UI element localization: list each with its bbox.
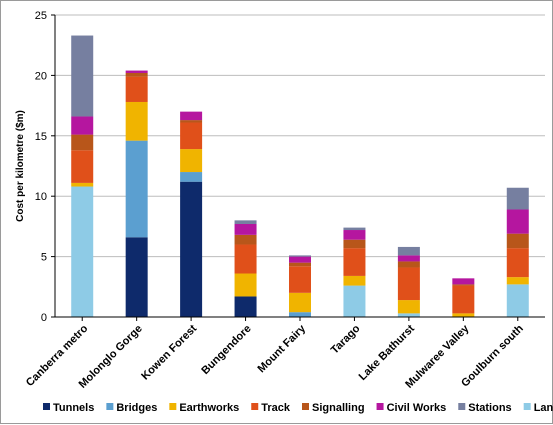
bar-segment bbox=[125, 140, 148, 238]
bar-segment bbox=[125, 70, 148, 73]
bar-segment bbox=[180, 122, 203, 150]
bar-segment bbox=[289, 262, 311, 267]
bar-segment bbox=[343, 230, 366, 240]
category-label: Mount Fairy bbox=[256, 322, 309, 375]
legend-swatch bbox=[523, 403, 531, 410]
legend-swatch bbox=[43, 403, 50, 410]
bar-segment bbox=[71, 134, 94, 151]
bar-segment bbox=[452, 284, 475, 286]
bar-segment bbox=[397, 313, 420, 317]
y-tick-label: 25 bbox=[35, 10, 47, 22]
bar-segment bbox=[452, 313, 475, 317]
legend-swatch bbox=[376, 403, 384, 410]
category-label: Lake Bathurst bbox=[357, 322, 418, 383]
legend: Tunnels Bridges Earthworks Track Signalling C… bbox=[43, 402, 553, 414]
bar-segment bbox=[180, 149, 203, 173]
y-axis-title: Cost per kilometre ($m) bbox=[15, 110, 26, 222]
y-tick-label: 0 bbox=[41, 312, 47, 324]
y-tick-label: 20 bbox=[35, 70, 47, 82]
bar-segment bbox=[343, 239, 366, 249]
bar-segment bbox=[71, 116, 94, 135]
bar-segment bbox=[506, 248, 529, 278]
bar-segment bbox=[234, 296, 257, 317]
bar-segment bbox=[289, 256, 311, 263]
bar-segment bbox=[71, 150, 94, 183]
y-tick-label: 5 bbox=[41, 252, 47, 264]
bar-segment bbox=[289, 255, 311, 257]
legend-label: Signalling bbox=[312, 402, 365, 414]
bar-segment bbox=[343, 275, 366, 286]
legend-label: Bridges bbox=[116, 402, 157, 414]
legend-label: Earthworks bbox=[179, 402, 239, 414]
bar-segment bbox=[71, 182, 94, 187]
bar-segment bbox=[234, 223, 257, 235]
bar-segment bbox=[289, 292, 311, 313]
bar-segment bbox=[506, 233, 529, 249]
bar-segment bbox=[125, 101, 148, 141]
bar-segment bbox=[71, 35, 94, 117]
legend-label: Stations bbox=[468, 402, 511, 414]
bar-segment bbox=[343, 248, 366, 276]
bar-segment bbox=[234, 273, 257, 297]
bar-segment bbox=[234, 244, 257, 274]
bar-segment bbox=[506, 284, 529, 317]
bar-segment bbox=[180, 111, 203, 121]
bar-segment bbox=[234, 220, 257, 224]
bar-segment bbox=[180, 181, 203, 317]
bar-segment bbox=[397, 246, 420, 256]
legend-label: Land bbox=[534, 402, 553, 414]
bar-segment bbox=[397, 261, 420, 268]
legend-label: Civil Works bbox=[387, 402, 447, 414]
legend-swatch bbox=[251, 403, 259, 410]
category-label: Kowen Forest bbox=[139, 322, 199, 382]
bar-segment bbox=[180, 172, 203, 182]
legend-swatch bbox=[106, 403, 114, 410]
category-label: Bungendore bbox=[199, 323, 253, 377]
y-tick-label: 15 bbox=[35, 131, 47, 143]
legend-swatch bbox=[302, 403, 309, 410]
bar-segment bbox=[180, 120, 203, 123]
bar-segment bbox=[234, 234, 257, 245]
bar-segment bbox=[125, 72, 148, 77]
bar-segment bbox=[289, 266, 311, 293]
y-tick-label: 10 bbox=[35, 191, 47, 203]
legend-swatch bbox=[458, 403, 466, 410]
bar-segment bbox=[125, 237, 148, 317]
category-label: Tarago bbox=[329, 322, 363, 356]
bar-segment bbox=[452, 278, 475, 285]
legend-label: Tunnels bbox=[53, 402, 94, 414]
bar-segment bbox=[125, 76, 148, 102]
bar-segment bbox=[506, 209, 529, 234]
bar-segment bbox=[397, 267, 420, 301]
legend-swatch bbox=[169, 403, 177, 410]
bar-segment bbox=[343, 285, 366, 317]
bar-segment bbox=[397, 300, 420, 314]
legend-label: Track bbox=[261, 402, 291, 414]
bars bbox=[71, 35, 529, 317]
bar-segment bbox=[506, 187, 529, 210]
bar-segment bbox=[343, 227, 366, 231]
bar-segment bbox=[71, 186, 94, 317]
bar-segment bbox=[506, 277, 529, 285]
bar-segment bbox=[289, 312, 311, 317]
bar-segment bbox=[397, 255, 420, 262]
bar-segment bbox=[452, 285, 475, 314]
